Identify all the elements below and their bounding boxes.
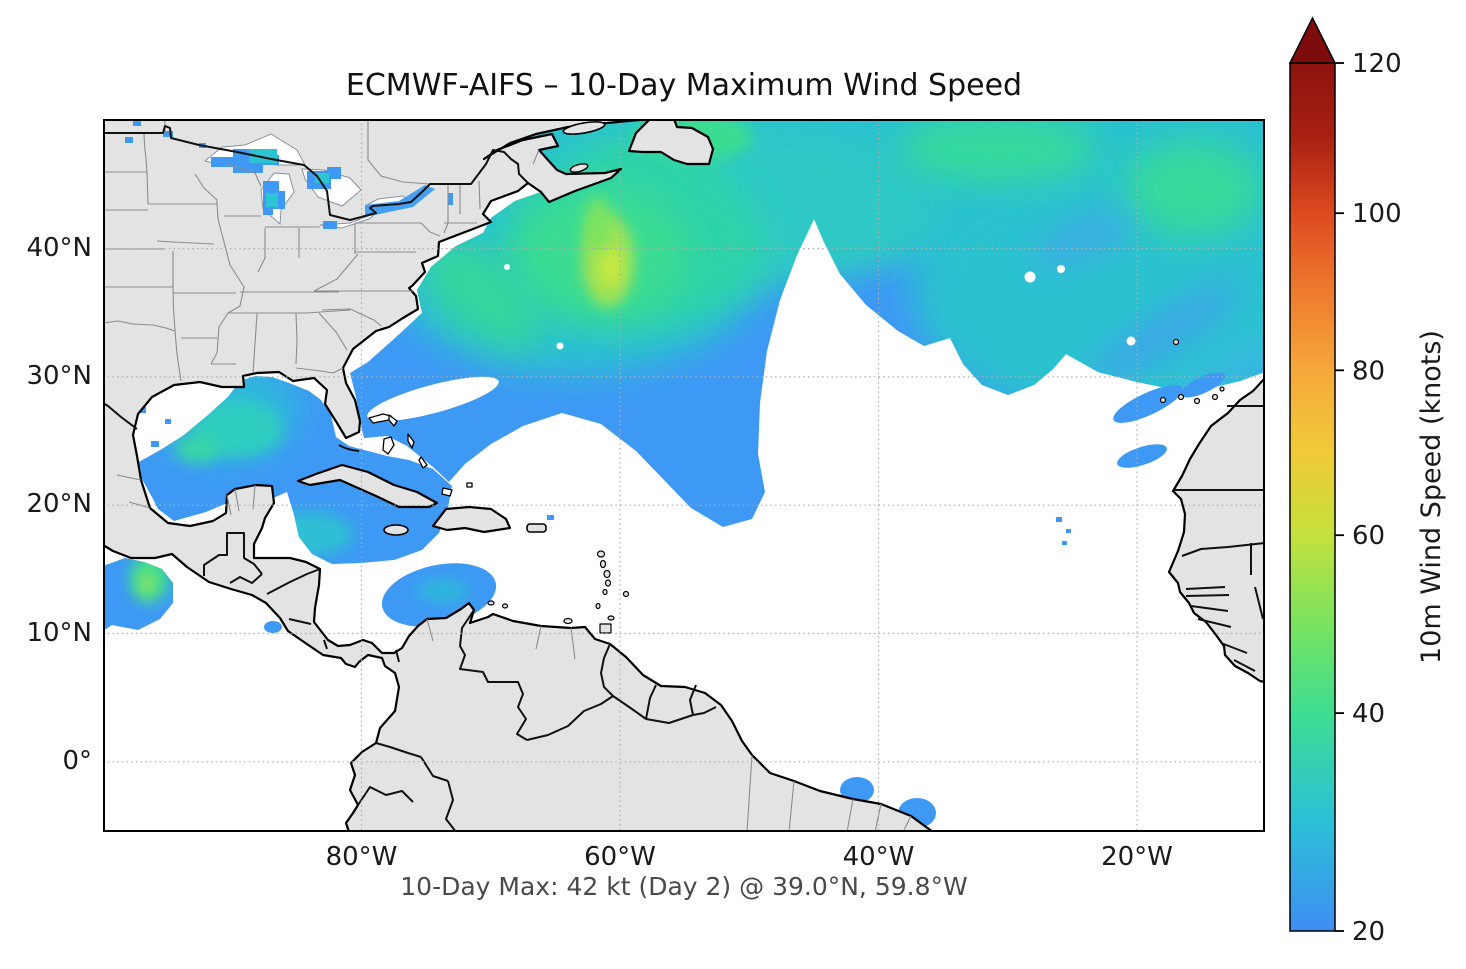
borders-central-america: [203, 532, 400, 663]
colorbar-gradient-bar: [1289, 62, 1336, 932]
y-tick-40n: 40°N: [26, 233, 92, 263]
cb-tick-100: 100: [1352, 199, 1402, 229]
island-pei: [569, 163, 589, 173]
lake-wind-patches: [125, 121, 453, 229]
chart-title: ECMWF-AIFS – 10-Day Maximum Wind Speed: [345, 68, 1023, 103]
islands-lesser-antilles: [487, 550, 630, 634]
colorbar: 120 100 80 60 40 20 10m Wind Speed (knot…: [1288, 16, 1447, 947]
border-us-canada: [103, 125, 529, 221]
y-tick-0: 0°: [62, 746, 92, 776]
wind-region-brazil-coast: [840, 777, 874, 803]
borders-south-america: [357, 609, 717, 832]
colorbar-tick-marks: [1335, 62, 1344, 932]
colorbar-label: 10m Wind Speed (knots): [1416, 330, 1447, 664]
islands-bahamas: [368, 413, 473, 497]
state-borders: [103, 119, 912, 832]
x-tick-60w: 60°W: [584, 842, 656, 872]
island-anticosti: [562, 121, 606, 135]
florida-keys: [338, 444, 360, 452]
landmass-africa: [1167, 376, 1265, 684]
landmass-americas: [103, 119, 935, 832]
x-tick-40w: 40°W: [842, 842, 915, 872]
border-us-mexico: [103, 402, 138, 430]
borders-west-africa: [1173, 405, 1265, 672]
max-wind-annotation: 10-Day Max: 42 kt (Day 2) @ 39.0°N, 59.8…: [400, 872, 968, 901]
cb-tick-20: 20: [1352, 917, 1385, 947]
cb-tick-60: 60: [1352, 521, 1385, 551]
country-borders: [103, 125, 1265, 832]
y-tick-20n: 20°N: [26, 489, 92, 519]
y-tick-10n: 10°N: [26, 618, 92, 648]
x-tick-80w: 80°W: [325, 842, 398, 872]
island-puerto-rico: [526, 523, 547, 533]
gridlines: [103, 119, 1265, 832]
island-jamaica: [383, 524, 409, 536]
island-hispaniola: [431, 505, 512, 534]
island-newfoundland: [627, 119, 715, 166]
cb-tick-120: 120: [1352, 49, 1402, 79]
island-cuba: [296, 463, 439, 509]
wind-map-plot: [103, 119, 1265, 832]
y-tick-30n: 30°N: [26, 361, 92, 391]
cb-tick-80: 80: [1352, 356, 1385, 386]
colorbar-extend-arrow: [1288, 16, 1337, 64]
cb-tick-40: 40: [1352, 699, 1385, 729]
plot-frame: [103, 119, 1265, 832]
islands-canary-madeira: [1159, 338, 1225, 405]
x-tick-20w: 20°W: [1101, 842, 1173, 872]
